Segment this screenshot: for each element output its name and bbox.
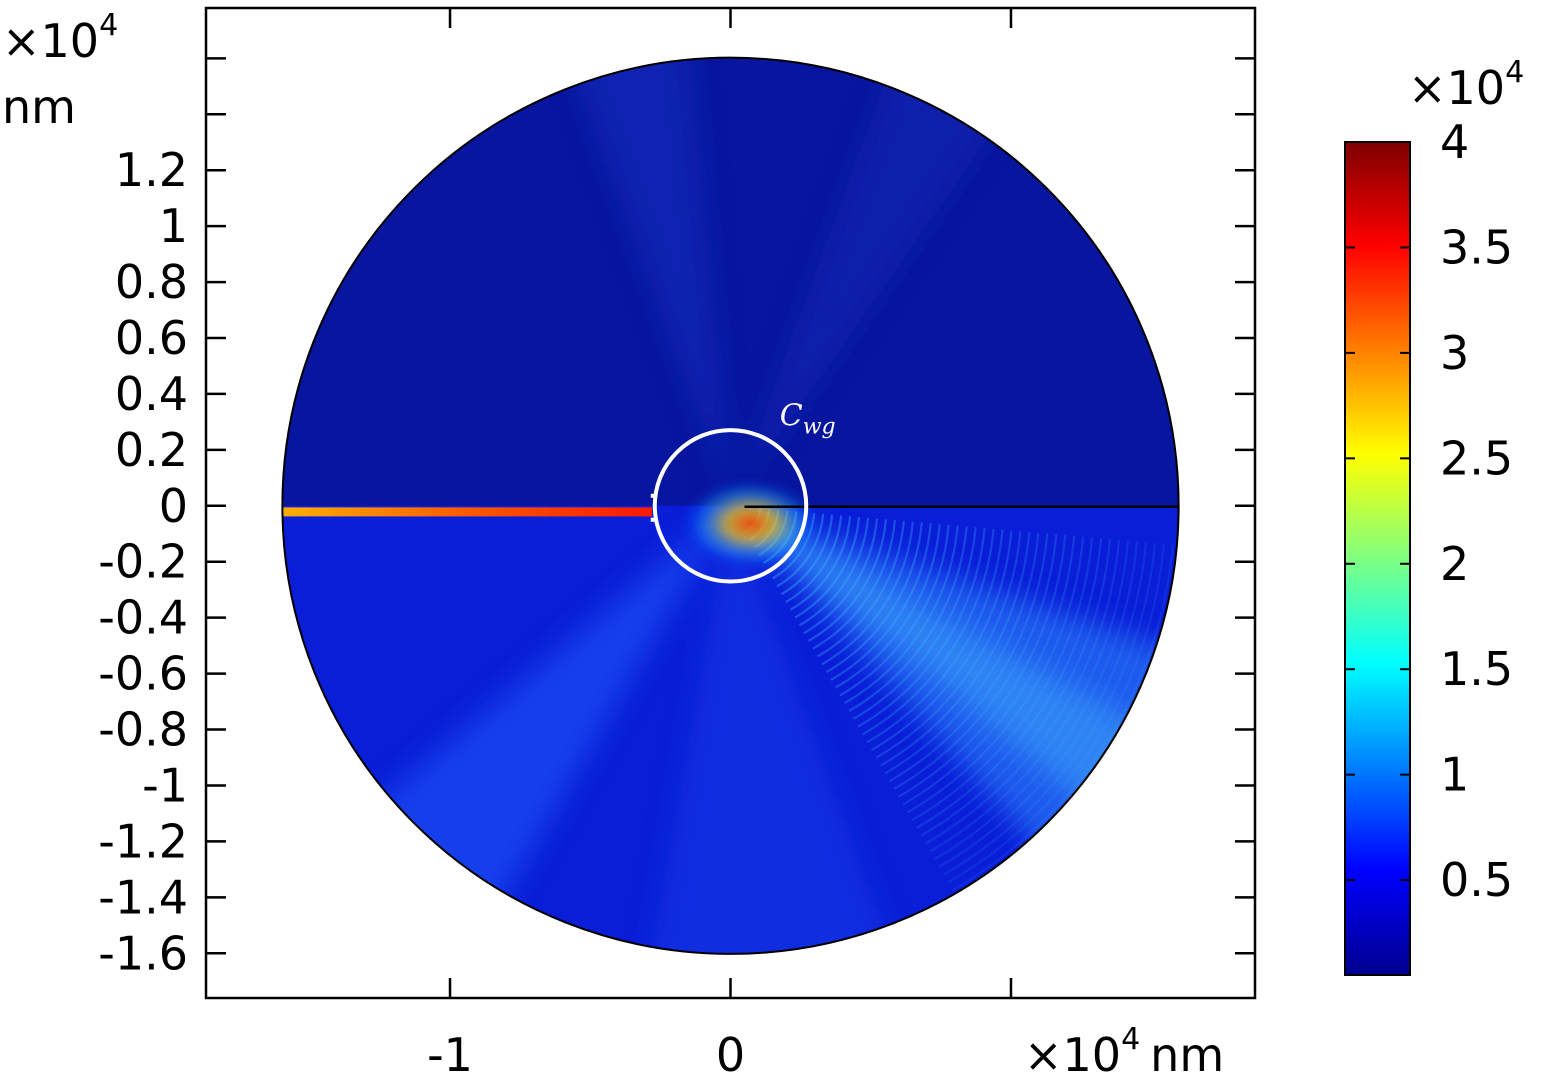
ripple-arc [861, 528, 995, 736]
y-tick-label: -0.2 [98, 535, 188, 589]
ripple-arc [798, 517, 870, 627]
radiation-lobe [730, 57, 1014, 506]
ripple-arc [839, 524, 950, 697]
ripple-arc [915, 538, 1103, 829]
y-tick-label: 0.8 [115, 255, 188, 309]
colorbar-tick-label: 2 [1440, 537, 1469, 591]
y-axis-unit: nm [2, 80, 76, 134]
radiation-lobe [730, 505, 1166, 823]
ripple-arc [780, 514, 834, 596]
ripple-arc [834, 524, 941, 689]
x-axis-multiplier: ×104 nm [1024, 1022, 1224, 1078]
domain-boundary [281, 56, 1180, 955]
ripple-arc [830, 523, 932, 681]
y-tick-label: 0 [159, 479, 188, 533]
y-tick-label: -0.4 [98, 591, 188, 645]
ripple-arc [902, 535, 1076, 806]
contour-notch [650, 493, 657, 522]
y-tick-label: 1.2 [115, 143, 188, 197]
colorbar [1344, 141, 1411, 976]
ripple-arc [848, 526, 968, 712]
y-tick-label: 1 [159, 199, 188, 253]
ripple-arc [776, 513, 825, 588]
ripple-arc [906, 536, 1085, 814]
contour-label-main: C [780, 398, 803, 433]
radiation-lobe [352, 505, 731, 933]
ripple-arc [951, 544, 1174, 892]
colorbar-tick-label: 0.5 [1440, 853, 1513, 907]
ripple-arc [866, 529, 1004, 744]
wave-ripples [744, 508, 1174, 892]
ripple-arc [807, 519, 888, 642]
colorbar-tick-label: 3.5 [1440, 220, 1513, 274]
ripple-arc [843, 525, 959, 705]
x-axis-ticks: -1 0 [427, 8, 1013, 1078]
ripple-arc [870, 530, 1013, 751]
ripple-arc [875, 531, 1022, 759]
ripple-arc [924, 539, 1121, 845]
ripple-arc [821, 521, 914, 666]
ripple-arc [911, 537, 1094, 822]
ripple-arc [816, 520, 905, 658]
radiation-lobe [561, 57, 731, 506]
ripple-arc [947, 543, 1165, 884]
ripple-arc [857, 527, 986, 728]
x-tick-label: -1 [427, 1028, 473, 1078]
ripple-arc [789, 516, 852, 611]
y-tick-label: -0.8 [98, 703, 188, 757]
contour-label-sub: wg [803, 414, 836, 439]
colorbar-tick-label: 1 [1440, 748, 1469, 802]
ripple-arc [897, 534, 1067, 798]
ripple-arc [929, 540, 1130, 853]
y-tick-label: -1 [142, 758, 188, 812]
colorbar-ticks: 4 3.5 3 2.5 2 1.5 1 0.5 [1345, 115, 1513, 907]
ripple-arc [938, 542, 1148, 868]
y-axis-ticks: 1.210.80.60.40.20-0.2-0.4-0.6-0.8-1-1.2-… [98, 57, 1255, 980]
ripple-arc [785, 515, 843, 603]
x-tick-label: 0 [716, 1028, 745, 1078]
ripple-arc [942, 542, 1156, 876]
colorbar-tick-label: 4 [1440, 115, 1469, 169]
colorbar-tick-label: 2.5 [1440, 431, 1513, 485]
ripple-arc [893, 534, 1058, 790]
y-tick-label: 0.2 [115, 423, 188, 477]
contour-label: Cwg [780, 398, 836, 439]
colorbar-multiplier: ×104 [1408, 55, 1524, 115]
field-hotspot [680, 478, 821, 569]
y-tick-label: -0.6 [98, 647, 188, 701]
y-axis-multiplier: ×104 [2, 8, 118, 68]
ripple-arc [825, 522, 923, 674]
y-tick-label: 0.6 [115, 311, 188, 365]
waveguide-field [282, 507, 652, 517]
ripple-arc [812, 520, 896, 650]
ripple-arc [852, 527, 977, 720]
colorbar-tick-label: 1.5 [1440, 642, 1513, 696]
ripple-arc [920, 538, 1112, 837]
y-tick-label: -1.6 [98, 926, 188, 980]
ripple-arc [794, 516, 861, 619]
ripple-arc [879, 531, 1031, 767]
colorbar-tick-label: 3 [1440, 326, 1469, 380]
y-tick-label: -1.4 [98, 870, 188, 924]
field-heatmap [282, 57, 1179, 954]
ripple-arc [884, 532, 1040, 775]
radiation-lobe [644, 505, 900, 954]
radiation-lobes [352, 57, 1179, 954]
ripple-arc [888, 533, 1049, 783]
y-tick-label: 0.4 [115, 367, 188, 421]
ripple-arc [933, 541, 1139, 861]
contour-cwg [652, 428, 809, 584]
y-tick-label: -1.2 [98, 814, 188, 868]
ripple-arc [803, 518, 879, 635]
